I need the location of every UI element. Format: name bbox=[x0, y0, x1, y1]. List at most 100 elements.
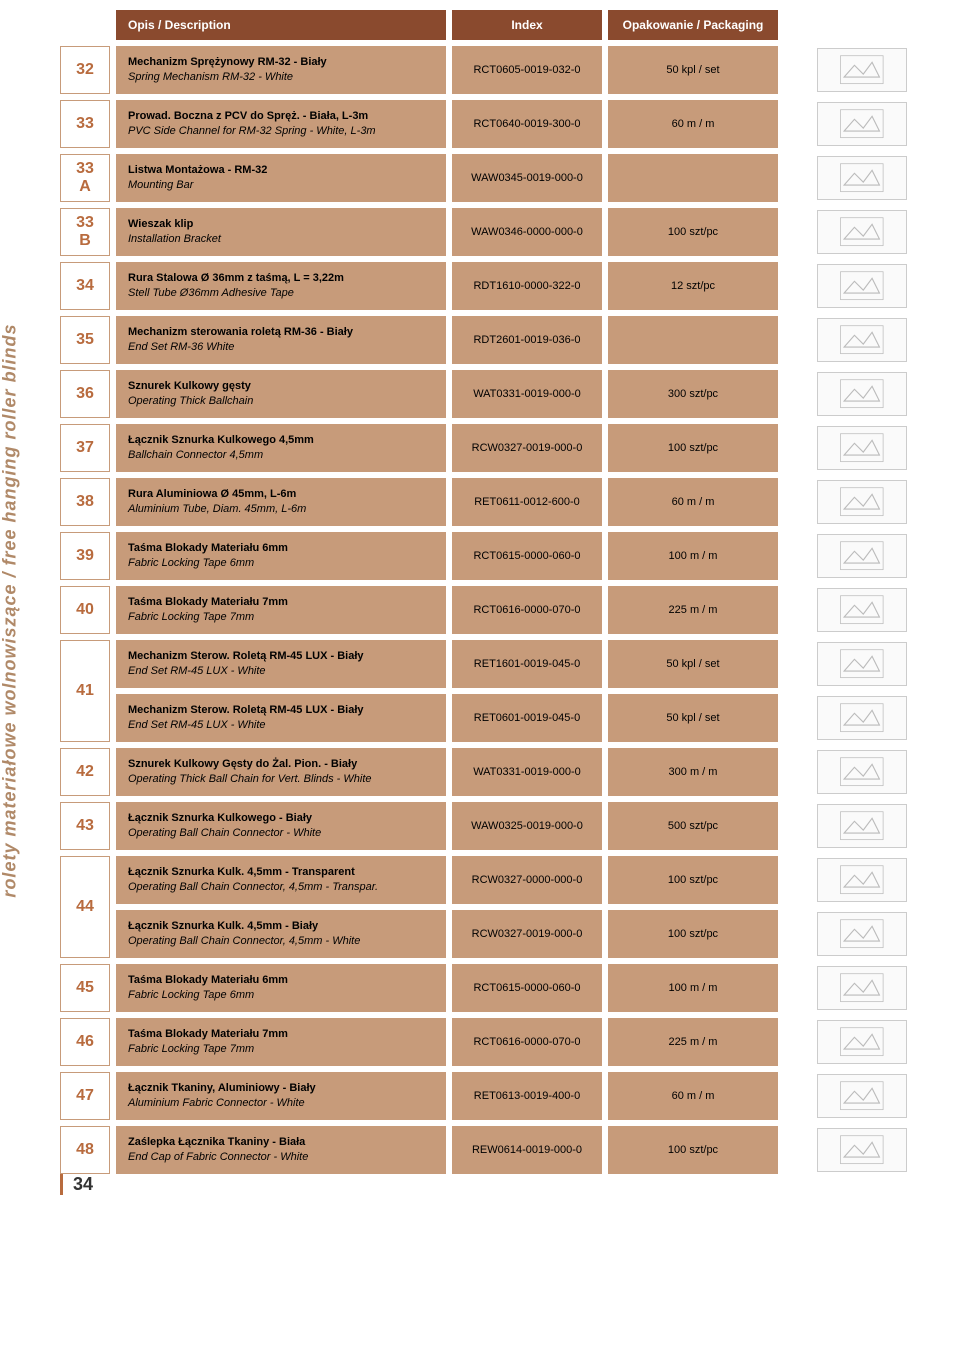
description-cell: Mechanizm Sterow. Roletą RM-45 LUX - Bia… bbox=[116, 640, 446, 688]
row-number: 36 bbox=[60, 370, 110, 418]
product-image bbox=[784, 694, 940, 742]
index-cell: WAW0325-0019-000-0 bbox=[452, 802, 602, 850]
item-title: Łącznik Sznurka Kulkowego - Biały bbox=[128, 811, 434, 826]
description-cell: Łącznik Sznurka Kulkowego 4,5mmBallchain… bbox=[116, 424, 446, 472]
product-image bbox=[784, 910, 940, 958]
packaging-cell: 12 szt/pc bbox=[608, 262, 778, 310]
description-cell: Rura Stalowa Ø 36mm z taśmą, L = 3,22mSt… bbox=[116, 262, 446, 310]
description-cell: Zaślepka Łącznika Tkaniny - BiałaEnd Cap… bbox=[116, 1126, 446, 1174]
image-placeholder-icon bbox=[817, 264, 907, 308]
product-image bbox=[784, 208, 940, 256]
row-number: 48 bbox=[60, 1126, 110, 1174]
description-cell: Taśma Blokady Materiału 7mmFabric Lockin… bbox=[116, 586, 446, 634]
image-placeholder-icon bbox=[817, 858, 907, 902]
table-row: 39Taśma Blokady Materiału 6mmFabric Lock… bbox=[60, 532, 940, 580]
product-image bbox=[784, 1072, 940, 1120]
item-subtitle: Installation Bracket bbox=[128, 232, 434, 247]
item-title: Taśma Blokady Materiału 7mm bbox=[128, 1027, 434, 1042]
item-title: Łącznik Sznurka Kulk. 4,5mm - Biały bbox=[128, 919, 434, 934]
product-image bbox=[784, 964, 940, 1012]
index-cell: WAT0331-0019-000-0 bbox=[452, 748, 602, 796]
index-cell: RDT2601-0019-036-0 bbox=[452, 316, 602, 364]
index-cell: WAT0331-0019-000-0 bbox=[452, 370, 602, 418]
item-title: Listwa Montażowa - RM-32 bbox=[128, 163, 434, 178]
row-number: 44 bbox=[60, 856, 110, 958]
packaging-cell: 100 szt/pc bbox=[608, 424, 778, 472]
product-image bbox=[784, 748, 940, 796]
row-number: 39 bbox=[60, 532, 110, 580]
table-row: 38Rura Aluminiowa Ø 45mm, L-6mAluminium … bbox=[60, 478, 940, 526]
packaging-cell bbox=[608, 316, 778, 364]
item-subtitle: Fabric Locking Tape 7mm bbox=[128, 610, 434, 625]
table-row: 45Taśma Blokady Materiału 6mmFabric Lock… bbox=[60, 964, 940, 1012]
table-row: 46 Taśma Blokady Materiału 7mmFabric Lock… bbox=[60, 1018, 940, 1066]
item-subtitle: Operating Ball Chain Connector, 4,5mm - … bbox=[128, 934, 434, 949]
index-cell: RCT0615-0000-060-0 bbox=[452, 532, 602, 580]
product-image bbox=[784, 46, 940, 94]
image-placeholder-icon bbox=[817, 318, 907, 362]
image-placeholder-icon bbox=[817, 588, 907, 632]
description-cell: Rura Aluminiowa Ø 45mm, L-6mAluminium Tu… bbox=[116, 478, 446, 526]
item-title: Mechanizm Sterow. Roletą RM-45 LUX - Bia… bbox=[128, 649, 434, 664]
index-cell: WAW0345-0019-000-0 bbox=[452, 154, 602, 202]
product-image bbox=[784, 370, 940, 418]
item-subtitle: Operating Thick Ball Chain for Vert. Bli… bbox=[128, 772, 434, 787]
row-number: 43 bbox=[60, 802, 110, 850]
row-number: 32 bbox=[60, 46, 110, 94]
image-placeholder-icon bbox=[817, 696, 907, 740]
item-subtitle: Mounting Bar bbox=[128, 178, 434, 193]
row-number: 33 B bbox=[60, 208, 110, 256]
row-number: 42 bbox=[60, 748, 110, 796]
description-cell: Łącznik Sznurka Kulk. 4,5mm - BiałyOpera… bbox=[116, 910, 446, 958]
row-number: 34 bbox=[60, 262, 110, 310]
index-cell: RET0601-0019-045-0 bbox=[452, 694, 602, 742]
index-cell: RCW0327-0019-000-0 bbox=[452, 910, 602, 958]
packaging-cell: 100 m / m bbox=[608, 532, 778, 580]
item-title: Taśma Blokady Materiału 7mm bbox=[128, 595, 434, 610]
product-image bbox=[784, 154, 940, 202]
description-cell: Mechanizm Sterow. Roletą RM-45 LUX - Bia… bbox=[116, 694, 446, 742]
description-cell: Taśma Blokady Materiału 6mmFabric Lockin… bbox=[116, 532, 446, 580]
item-subtitle: End Set RM-45 LUX - White bbox=[128, 718, 434, 733]
item-title: Łącznik Sznurka Kulk. 4,5mm - Transparen… bbox=[128, 865, 434, 880]
table-row: 33 A Listwa Montażowa - RM-32Mounting Bar… bbox=[60, 154, 940, 202]
vertical-section-label: rolety materiałowe wolnowiszące / free h… bbox=[0, 323, 21, 897]
product-image bbox=[784, 316, 940, 364]
product-image bbox=[784, 1126, 940, 1174]
item-subtitle: End Cap of Fabric Connector - White bbox=[128, 1150, 434, 1165]
item-subtitle: Operating Ball Chain Connector, 4,5mm - … bbox=[128, 880, 434, 895]
description-cell: Sznurek Kulkowy gęstyOperating Thick Bal… bbox=[116, 370, 446, 418]
row-number: 46 bbox=[60, 1018, 110, 1066]
index-cell: RCW0327-0000-000-0 bbox=[452, 856, 602, 904]
item-title: Mechanizm Sprężynowy RM-32 - Biały bbox=[128, 55, 434, 70]
table-row: 41Mechanizm Sterow. Roletą RM-45 LUX - B… bbox=[60, 640, 940, 742]
item-subtitle: Fabric Locking Tape 6mm bbox=[128, 556, 434, 571]
header-description: Opis / Description bbox=[116, 10, 446, 40]
packaging-cell: 60 m / m bbox=[608, 1072, 778, 1120]
index-cell: RET0611-0012-600-0 bbox=[452, 478, 602, 526]
packaging-cell: 100 m / m bbox=[608, 964, 778, 1012]
packaging-cell: 50 kpl / set bbox=[608, 640, 778, 688]
row-number: 33 A bbox=[60, 154, 110, 202]
item-subtitle: Operating Ball Chain Connector - White bbox=[128, 826, 434, 841]
item-subtitle: Operating Thick Ballchain bbox=[128, 394, 434, 409]
product-image bbox=[784, 424, 940, 472]
row-number: 40 bbox=[60, 586, 110, 634]
row-number: 41 bbox=[60, 640, 110, 742]
item-title: Sznurek Kulkowy gęsty bbox=[128, 379, 434, 394]
image-placeholder-icon bbox=[817, 480, 907, 524]
image-placeholder-icon bbox=[817, 156, 907, 200]
image-placeholder-icon bbox=[817, 912, 907, 956]
item-subtitle: Aluminium Tube, Diam. 45mm, L-6m bbox=[128, 502, 434, 517]
product-image bbox=[784, 640, 940, 688]
page-number: 34 bbox=[60, 1174, 93, 1195]
item-title: Taśma Blokady Materiału 6mm bbox=[128, 541, 434, 556]
table-row: 48Zaślepka Łącznika Tkaniny - BiałaEnd C… bbox=[60, 1126, 940, 1174]
item-title: Mechanizm sterowania roletą RM-36 - Biał… bbox=[128, 325, 434, 340]
description-cell: Sznurek Kulkowy Gęsty do Żal. Pion. - Bi… bbox=[116, 748, 446, 796]
packaging-cell: 300 m / m bbox=[608, 748, 778, 796]
index-cell: WAW0346-0000-000-0 bbox=[452, 208, 602, 256]
description-cell: Prowad. Boczna z PCV do Spręż. - Biała, … bbox=[116, 100, 446, 148]
item-subtitle: Fabric Locking Tape 7mm bbox=[128, 1042, 434, 1057]
index-cell: RCT0616-0000-070-0 bbox=[452, 586, 602, 634]
